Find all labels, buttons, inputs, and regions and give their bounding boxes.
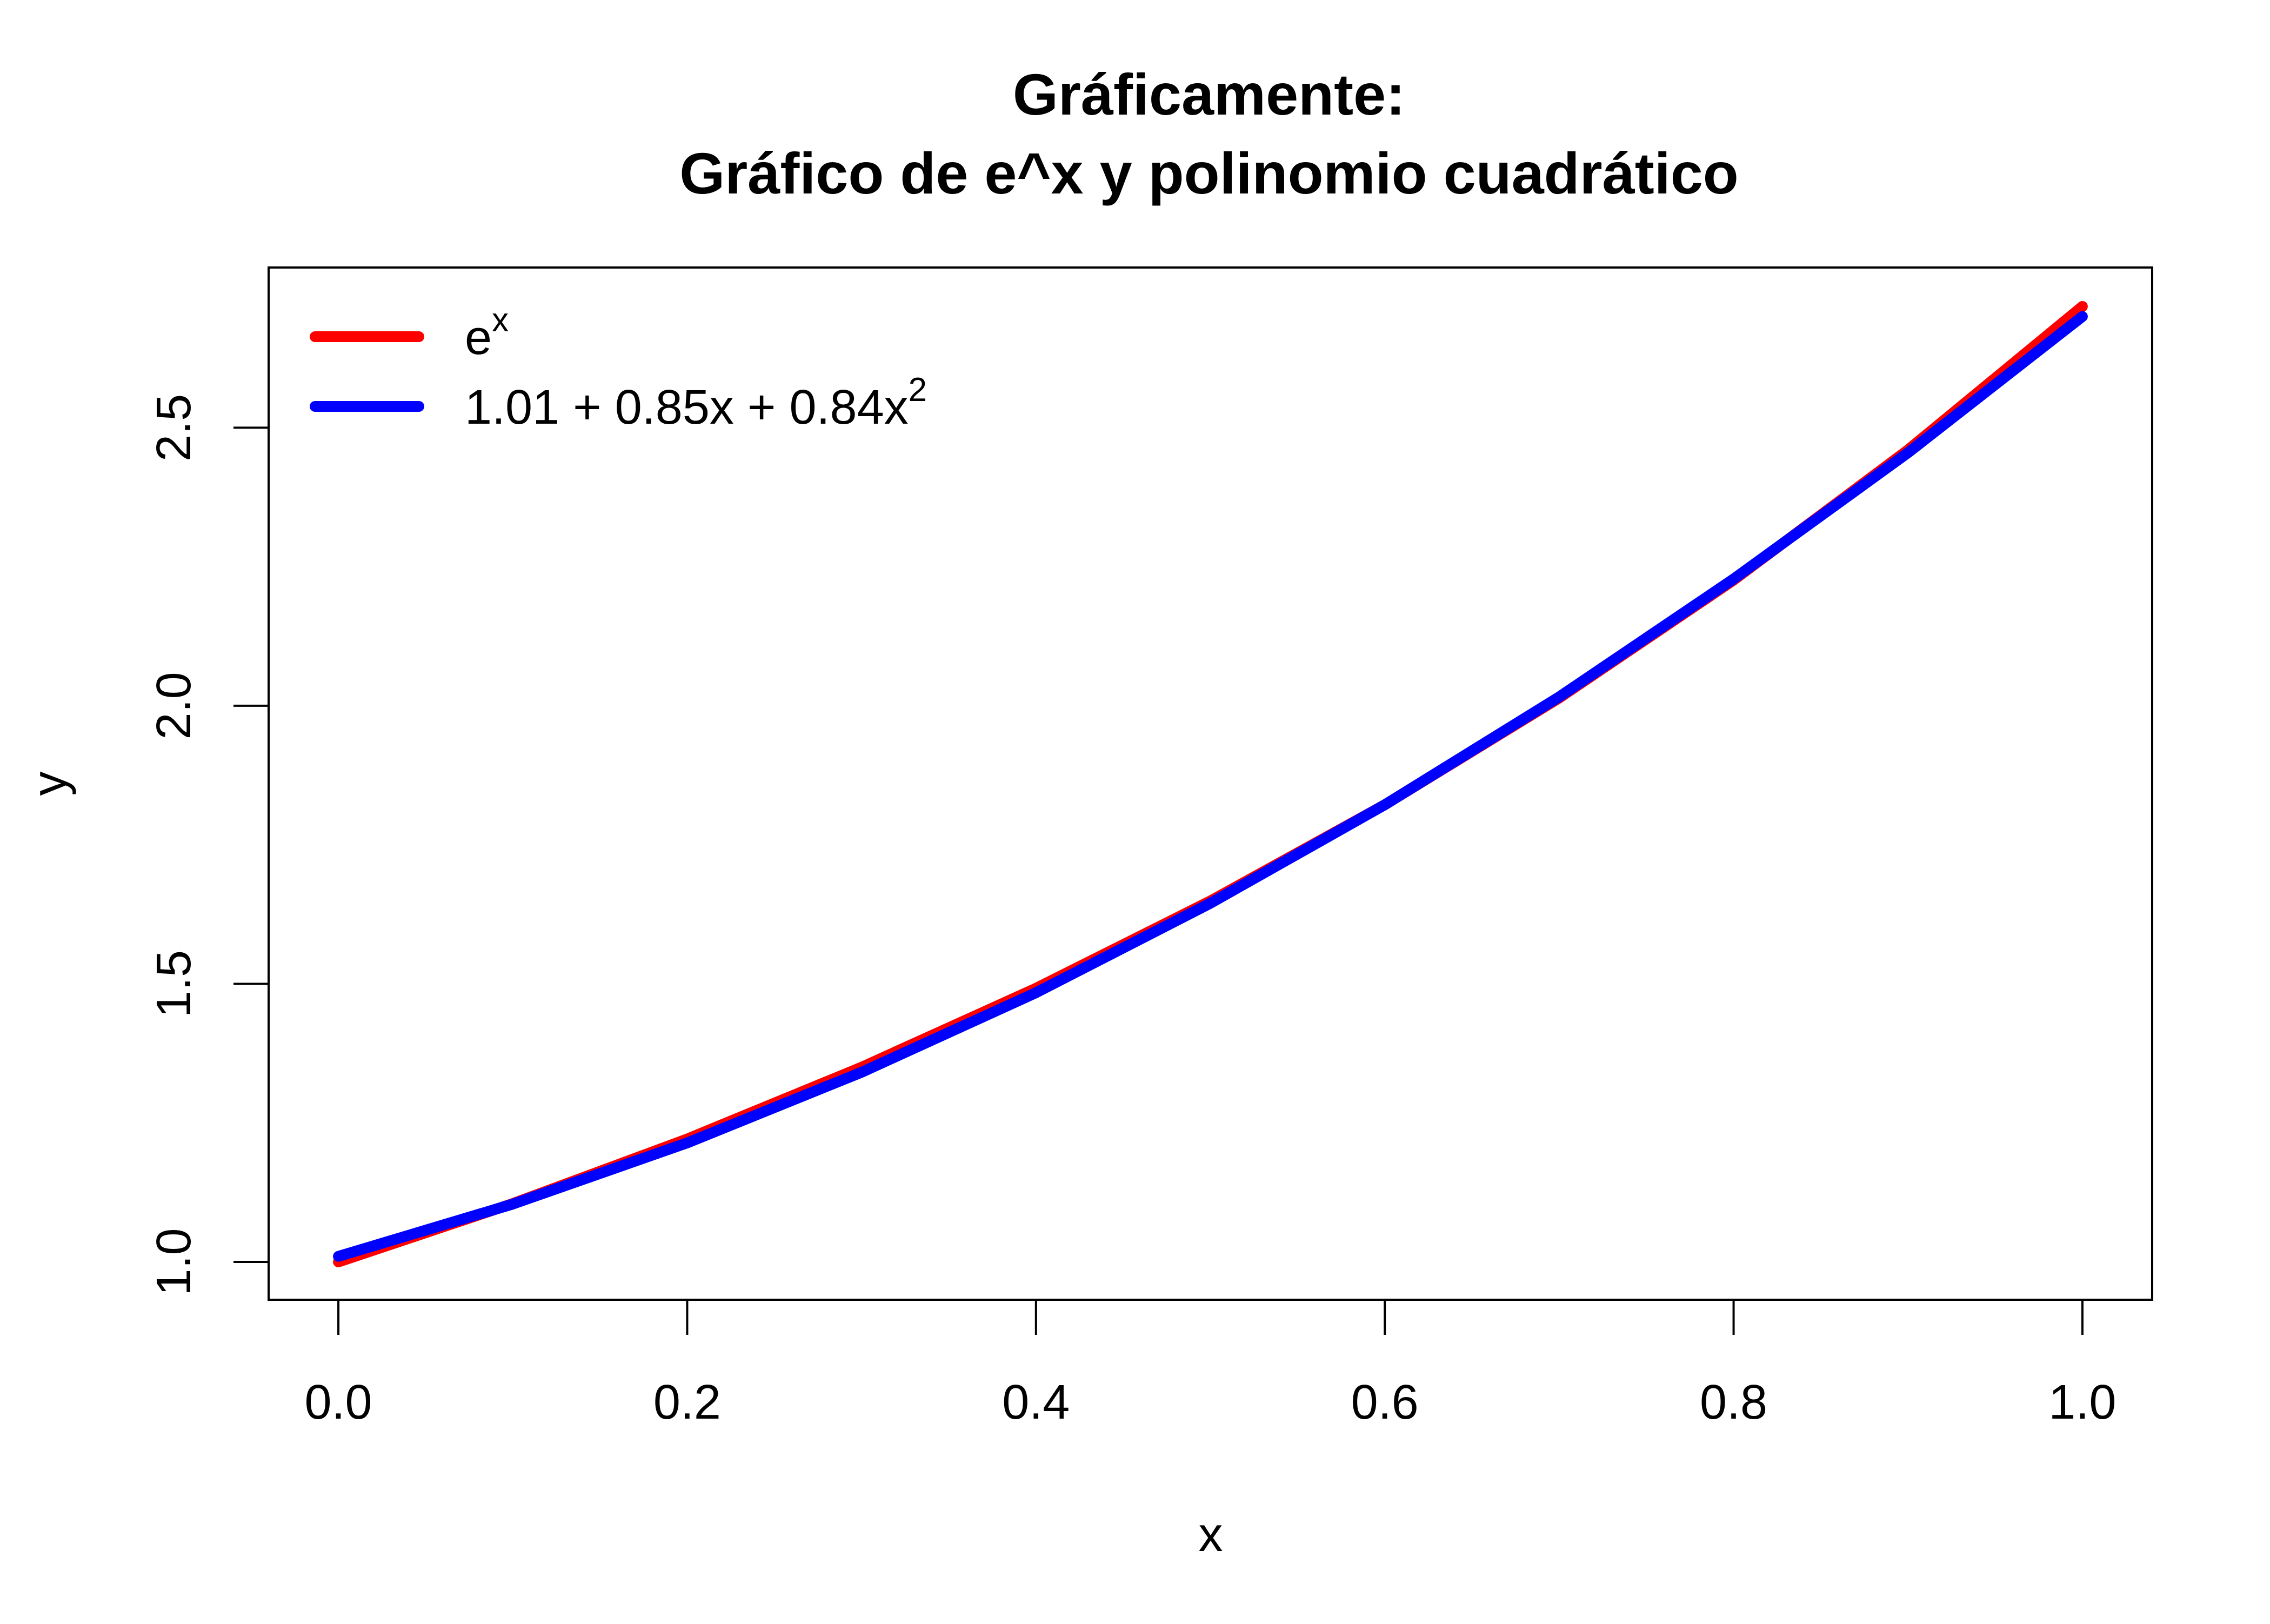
y-axis: 1.0 1.5 2.0 2.5 — [147, 394, 270, 1296]
y-tick-label: 1.5 — [147, 950, 201, 1018]
legend-label-2: 1.01 + 0.85x + 0.84x2 — [465, 371, 927, 435]
x-tick-label: 0.4 — [1002, 1375, 1070, 1429]
x-axis-label: x — [1199, 1508, 1223, 1562]
x-tick-label: 1.0 — [2048, 1375, 2116, 1429]
y-tick-label: 1.0 — [147, 1228, 201, 1295]
legend-label-1: ex — [465, 302, 509, 365]
x-tick-label: 0.8 — [1700, 1375, 1767, 1429]
x-tick-label: 0.0 — [305, 1375, 372, 1429]
series-layer — [333, 301, 2088, 1267]
legend: ex1.01 + 0.85x + 0.84x2 — [310, 302, 927, 435]
chart-title-line-2: Gráfico de e^x y polinomio cuadrático — [679, 141, 1739, 206]
chart-title-line-1: Gráficamente: — [1013, 62, 1405, 127]
series-line-2 — [333, 311, 2088, 1262]
x-axis: 0.0 0.2 0.4 0.6 0.8 1.0 — [305, 1299, 2116, 1429]
y-tick-label: 2.0 — [147, 672, 201, 739]
x-tick-label: 0.2 — [653, 1375, 721, 1429]
x-tick-label: 0.6 — [1351, 1375, 1419, 1429]
y-axis-label: y — [23, 772, 77, 796]
series-line-1 — [333, 301, 2088, 1267]
y-tick-label: 2.5 — [147, 394, 201, 462]
